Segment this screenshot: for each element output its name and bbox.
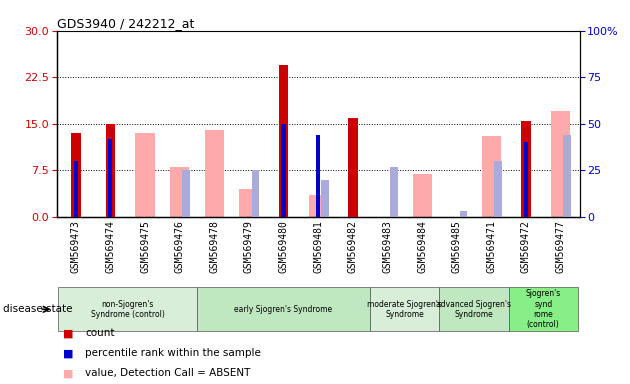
Bar — [316, 135, 320, 217]
Text: GSM569479: GSM569479 — [244, 220, 254, 273]
Text: GSM569476: GSM569476 — [175, 220, 185, 273]
Text: GSM569484: GSM569484 — [417, 220, 427, 273]
FancyBboxPatch shape — [439, 287, 508, 331]
FancyBboxPatch shape — [59, 287, 197, 331]
Text: GSM569477: GSM569477 — [556, 220, 566, 273]
Bar — [108, 139, 112, 217]
Text: GSM569483: GSM569483 — [382, 220, 392, 273]
Bar — [321, 180, 329, 217]
Text: GSM569473: GSM569473 — [71, 220, 81, 273]
Bar — [390, 167, 398, 217]
Text: GSM569481: GSM569481 — [313, 220, 323, 273]
Text: advanced Sjogren's
Syndrome: advanced Sjogren's Syndrome — [437, 300, 512, 319]
Text: count: count — [85, 328, 115, 338]
Text: GDS3940 / 242212_at: GDS3940 / 242212_at — [57, 17, 194, 30]
Bar — [348, 118, 358, 217]
Text: Sjogren's
synd
rome
(control): Sjogren's synd rome (control) — [525, 289, 561, 329]
Bar — [459, 211, 467, 217]
Bar — [252, 170, 260, 217]
Bar — [278, 65, 289, 217]
Bar — [239, 189, 258, 217]
Text: disease state: disease state — [3, 304, 72, 314]
Text: GSM569480: GSM569480 — [278, 220, 289, 273]
Text: ■: ■ — [63, 348, 74, 358]
FancyBboxPatch shape — [197, 287, 370, 331]
Bar — [494, 161, 501, 217]
Bar — [551, 111, 570, 217]
Text: GSM569482: GSM569482 — [348, 220, 358, 273]
Bar — [309, 195, 328, 217]
Bar — [482, 136, 501, 217]
Text: ■: ■ — [63, 328, 74, 338]
FancyBboxPatch shape — [508, 287, 578, 331]
Text: percentile rank within the sample: percentile rank within the sample — [85, 348, 261, 358]
Bar — [106, 124, 115, 217]
Bar — [524, 142, 528, 217]
Bar — [282, 124, 285, 217]
Text: moderate Sjogren's
Syndrome: moderate Sjogren's Syndrome — [367, 300, 442, 319]
Bar — [71, 133, 81, 217]
Bar — [74, 161, 78, 217]
Text: GSM569475: GSM569475 — [140, 220, 150, 273]
Bar — [205, 130, 224, 217]
Bar — [135, 133, 154, 217]
Text: early Sjogren's Syndrome: early Sjogren's Syndrome — [234, 305, 333, 314]
FancyBboxPatch shape — [370, 287, 439, 331]
Text: value, Detection Call = ABSENT: value, Detection Call = ABSENT — [85, 368, 251, 378]
Bar — [521, 121, 530, 217]
Bar — [183, 170, 190, 217]
Text: GSM569474: GSM569474 — [105, 220, 115, 273]
Bar — [413, 174, 432, 217]
Text: GSM569471: GSM569471 — [486, 220, 496, 273]
Bar — [563, 135, 571, 217]
Bar — [170, 167, 189, 217]
Text: GSM569478: GSM569478 — [209, 220, 219, 273]
Text: non-Sjogren's
Syndrome (control): non-Sjogren's Syndrome (control) — [91, 300, 164, 319]
Text: GSM569485: GSM569485 — [452, 220, 462, 273]
Text: GSM569472: GSM569472 — [521, 220, 531, 273]
Text: ■: ■ — [63, 368, 74, 378]
